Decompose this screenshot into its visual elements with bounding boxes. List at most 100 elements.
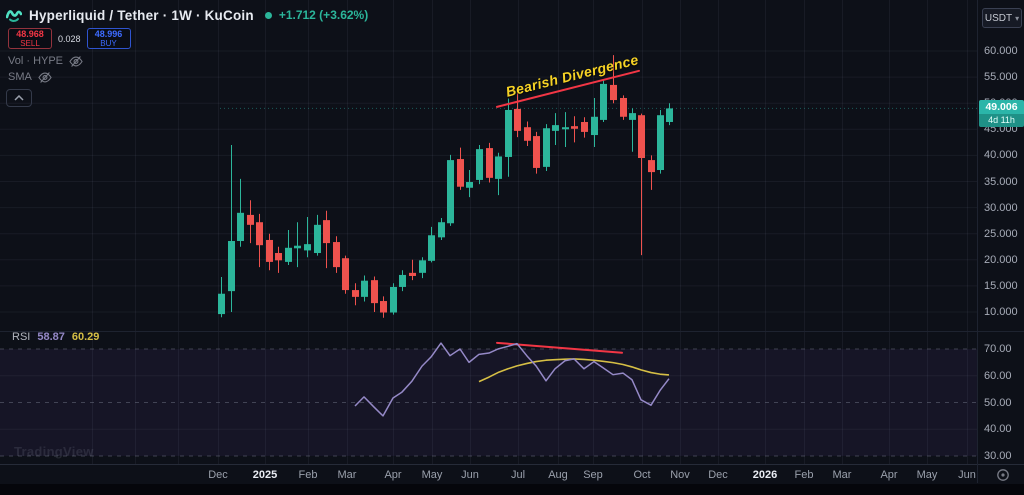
rsi-line — [354, 342, 670, 417]
candle-body — [466, 182, 473, 188]
currency-label: USDT — [984, 12, 1013, 24]
volume-indicator-row: Vol · HYPE — [8, 55, 83, 67]
candle-body — [228, 241, 235, 292]
price-change: +1.712 (+3.62%) — [278, 8, 369, 22]
candle-body — [247, 214, 254, 225]
candle-body — [333, 242, 340, 268]
candle-body — [285, 247, 292, 262]
rsi-tick-label: 70.00 — [984, 343, 1012, 355]
sell-button[interactable]: 48.968 SELL — [8, 28, 52, 49]
candle-body — [486, 148, 493, 178]
candle-body — [457, 159, 464, 187]
rsi-tick-label: 30.00 — [984, 450, 1012, 462]
price-tick-label: 40.000 — [984, 149, 1018, 162]
chevron-down-icon: ▾ — [1015, 13, 1020, 23]
volume-indicator-label[interactable]: Vol · HYPE — [8, 55, 64, 67]
buy-button[interactable]: 48.996 BUY — [86, 28, 131, 49]
time-axis-month-label: Jul — [510, 469, 526, 481]
candle-body — [629, 113, 636, 120]
time-axis-month-label: May — [421, 469, 443, 481]
candle-body — [314, 224, 321, 254]
hidden-eye-icon[interactable] — [38, 71, 52, 83]
chevron-up-icon — [14, 95, 24, 101]
time-axis-month-label: Jun — [461, 469, 479, 481]
candle-body — [438, 222, 445, 238]
time-axis-month-label: Apr — [880, 469, 898, 481]
time-axis-month-label: Nov — [670, 469, 690, 481]
price-tick-label: 15.000 — [984, 279, 1018, 292]
candle-body — [428, 235, 435, 261]
timezone-clock-icon[interactable] — [996, 468, 1010, 487]
time-axis-month-label: Dec — [208, 469, 228, 481]
time-axis-month-label: May — [916, 469, 938, 481]
time-axis-month-label: Apr — [384, 469, 402, 481]
symbol-title[interactable]: Hyperliquid / Tether · 1W · KuCoin — [29, 7, 254, 23]
price-tick-label: 30.000 — [984, 201, 1018, 214]
time-axis-month-label: Jun — [958, 469, 976, 481]
hyperliquid-logo — [6, 10, 22, 22]
time-axis-year-label: 2025 — [252, 469, 278, 481]
candle-body — [505, 109, 512, 157]
time-axis-month-label: Feb — [298, 469, 318, 481]
sma-indicator-label[interactable]: SMA — [8, 71, 32, 83]
rsi-tick-label: 40.00 — [984, 423, 1012, 436]
candle-body — [476, 149, 483, 180]
candle-body — [304, 244, 311, 251]
candle-body — [352, 290, 359, 297]
candle-body — [600, 83, 607, 120]
candle-body — [657, 115, 664, 171]
candle-body — [648, 160, 655, 173]
candle-body — [419, 260, 426, 273]
last-price-value: 49.006 — [979, 100, 1024, 114]
candle-body — [533, 136, 540, 168]
trade-buttons: 48.968 SELL 0.028 48.996 BUY — [8, 28, 131, 49]
price-trendline[interactable] — [496, 69, 640, 108]
time-axis-month-label: Mar — [337, 469, 357, 481]
collapse-legend-button[interactable] — [6, 89, 32, 107]
price-tick-label: 35.000 — [984, 175, 1018, 188]
candle-body — [399, 274, 406, 287]
last-price-label: 49.006 4d 11h — [979, 100, 1024, 127]
sell-price: 48.968 — [16, 28, 44, 39]
time-axis-month-label: Aug — [548, 469, 568, 481]
bar-countdown: 4d 11h — [979, 114, 1024, 127]
window-bottom-edge — [0, 484, 1024, 495]
hidden-eye-icon[interactable] — [69, 55, 83, 67]
candle-body — [552, 125, 559, 131]
candle-body — [666, 108, 673, 122]
candle-body — [237, 212, 244, 242]
tradingview-watermark: TradingView — [14, 444, 94, 459]
price-tick-label: 55.000 — [984, 71, 1018, 84]
price-tick-label: 20.000 — [984, 253, 1018, 266]
time-axis-year-label: 2026 — [752, 469, 778, 481]
candle-body — [294, 245, 301, 249]
time-axis-month-label: Sep — [583, 469, 603, 481]
candle-body — [620, 97, 627, 117]
rsi-label[interactable]: RSI — [12, 331, 31, 343]
price-axis[interactable]: USDT▾ 49.006 4d 11h 60.00055.00050.00045… — [978, 0, 1024, 483]
candle-body — [524, 127, 531, 141]
rsi-tick-label: 60.00 — [984, 369, 1012, 382]
candle-body — [543, 128, 550, 167]
candle-body — [256, 222, 263, 246]
time-axis-month-label: Mar — [832, 469, 852, 481]
candle-body — [581, 121, 588, 132]
time-axis-month-label: Feb — [794, 469, 814, 481]
time-axis[interactable]: Dec 2025 Feb Mar Apr May Jun Jul Aug Sep Oct Nov Dec… — [0, 465, 1024, 484]
currency-toggle-button[interactable]: USDT ▾ — [982, 8, 1022, 28]
candle-body — [218, 293, 225, 315]
price-tick-label: 60.000 — [984, 45, 1018, 57]
price-tick-label: 25.000 — [984, 227, 1018, 240]
rsi-legend-row: RSI 58.87 60.29 — [12, 331, 99, 343]
price-tick-label: 10.000 — [984, 306, 1018, 318]
candle-body — [361, 280, 368, 297]
candle-body — [447, 160, 454, 224]
time-axis-month-label: Dec — [708, 469, 728, 481]
rsi-tick-label: 50.00 — [984, 396, 1012, 409]
rsi-value: 58.87 — [37, 331, 65, 343]
candle-body — [380, 301, 387, 313]
rsi-ma-value: 60.29 — [71, 331, 100, 343]
buy-label: BUY — [100, 38, 117, 48]
